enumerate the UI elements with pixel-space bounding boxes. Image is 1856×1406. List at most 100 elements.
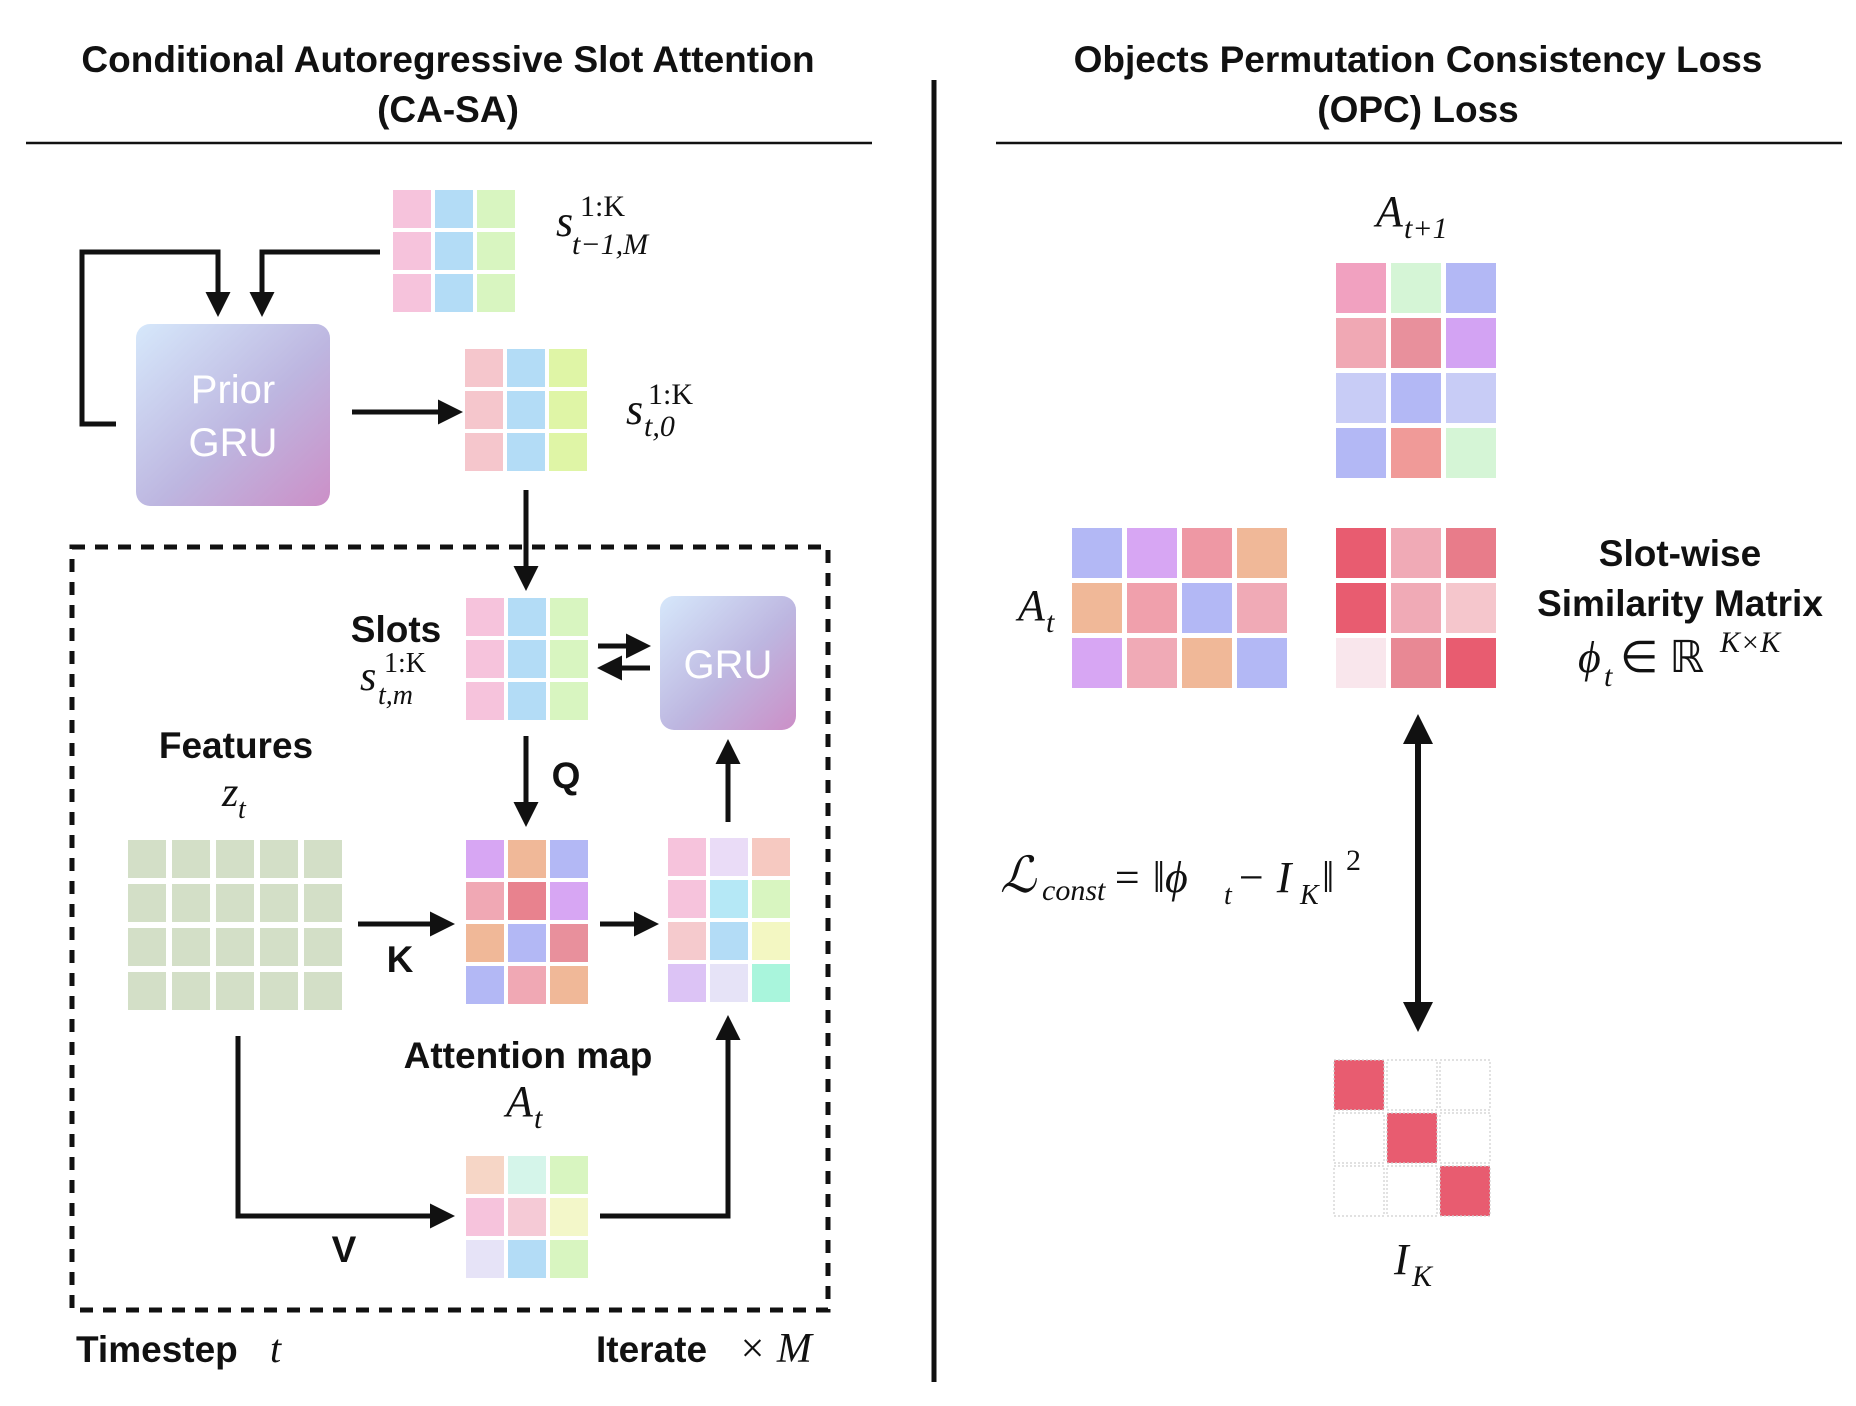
identity-cell [1439, 1059, 1491, 1111]
identity-cell [1386, 1059, 1438, 1111]
values-to-updates-arrow [600, 1015, 741, 1219]
updates-grid [668, 838, 790, 1002]
slots-prev-cell [435, 232, 473, 270]
prev-slots-arrow [249, 249, 380, 317]
features-cell [216, 840, 254, 878]
values-cell [550, 1156, 588, 1194]
right-title-line1: Objects Permutation Consistency Loss [1074, 39, 1763, 80]
slots-sup: 1:K [384, 648, 426, 679]
slots-init-grid [465, 349, 587, 471]
slots-init-cell [507, 349, 545, 387]
a-t-cell [1127, 528, 1177, 578]
iterate-dashed-box [69, 544, 831, 1313]
iterate-label: Iterate [596, 1329, 707, 1370]
slots-prev-cell [435, 190, 473, 228]
slots-iter-cell [466, 598, 504, 636]
slots-iter-cell [550, 682, 588, 720]
features-title: Features [159, 725, 313, 766]
features-cell [304, 928, 342, 966]
attention-left-cell [508, 882, 546, 920]
features-cell [172, 972, 210, 1010]
features-cell [128, 884, 166, 922]
a-t-cell [1182, 638, 1232, 688]
identity-cell [1333, 1112, 1385, 1164]
similarity-cell [1446, 528, 1496, 578]
slots-iter-cell [550, 598, 588, 636]
attention-left-cell [508, 924, 546, 962]
values-cell [550, 1198, 588, 1236]
loss-symbol: ℒ [1000, 847, 1037, 903]
values-cell [508, 1156, 546, 1194]
similarity-cell [1336, 638, 1386, 688]
timestep-math: t [270, 1326, 282, 1371]
attention-left-cell [550, 924, 588, 962]
updates-cell [668, 922, 706, 960]
features-math: z [221, 770, 238, 816]
attention-left-cell [508, 840, 546, 878]
a-next-cell [1391, 373, 1441, 423]
values-cell [466, 1156, 504, 1194]
updates-cell [752, 964, 790, 1002]
features-cell [128, 928, 166, 966]
similarity-sup: K×K [1719, 626, 1782, 659]
slots-math: s [360, 654, 376, 700]
prior-gru-label-line2: GRU [189, 421, 278, 465]
values-cell [550, 1240, 588, 1278]
a-next-cell [1391, 428, 1441, 478]
features-cell [216, 972, 254, 1010]
attention-left-cell [550, 966, 588, 1004]
v-arrow [235, 1036, 455, 1229]
similarity-cell [1391, 528, 1441, 578]
left-title-line1: Conditional Autoregressive Slot Attentio… [81, 39, 814, 80]
similarity-cell [1446, 638, 1496, 688]
slots-prev-cell [477, 274, 515, 312]
updates-cell [710, 922, 748, 960]
similarity-line2: Similarity Matrix [1537, 583, 1823, 624]
features-sub: t [238, 794, 247, 825]
slots-init-cell [507, 433, 545, 471]
updates-cell [752, 880, 790, 918]
slots-iter-cell [550, 640, 588, 678]
slots-sub: t,m [378, 680, 413, 711]
attention-title: Attention map [404, 1035, 653, 1076]
loss-minus-sub: K [1299, 880, 1320, 911]
updates-cell [710, 964, 748, 1002]
v-label: V [332, 1229, 357, 1270]
slots-title: Slots [351, 609, 441, 650]
values-cell [508, 1240, 546, 1278]
attention-left-cell [508, 966, 546, 1004]
a-t-cell [1127, 638, 1177, 688]
a-t-cell [1127, 583, 1177, 633]
attention-sub: t [534, 1102, 543, 1135]
loss-close: ‖ [1322, 853, 1334, 902]
a-t-cell [1182, 583, 1232, 633]
attention-left-cell [550, 882, 588, 920]
a-next-cell [1336, 373, 1386, 423]
a-next-cell [1446, 428, 1496, 478]
updates-cell [668, 880, 706, 918]
features-cell [172, 884, 210, 922]
left-title-line2: (CA-SA) [377, 89, 519, 130]
slots-init-cell [549, 391, 587, 429]
features-cell [216, 928, 254, 966]
updates-cell [752, 922, 790, 960]
slots-iter-cell [466, 682, 504, 720]
slots-iter-cell [508, 598, 546, 636]
attention-left-grid [466, 840, 588, 1004]
attention-left-cell [466, 924, 504, 962]
q-label: Q [552, 755, 581, 796]
values-cell [466, 1240, 504, 1278]
a-next-cell [1336, 428, 1386, 478]
prior-gru-box [136, 324, 330, 506]
updates-cell [710, 838, 748, 876]
slots-prev-cell [393, 190, 431, 228]
slots-iter-cell [466, 640, 504, 678]
features-cell [260, 840, 298, 878]
identity-cell [1386, 1112, 1438, 1164]
a-next-cell [1336, 263, 1386, 313]
slots-iter-cell [508, 640, 546, 678]
identity-cell [1333, 1059, 1385, 1111]
a-next-cell [1336, 318, 1386, 368]
features-cell [128, 840, 166, 878]
